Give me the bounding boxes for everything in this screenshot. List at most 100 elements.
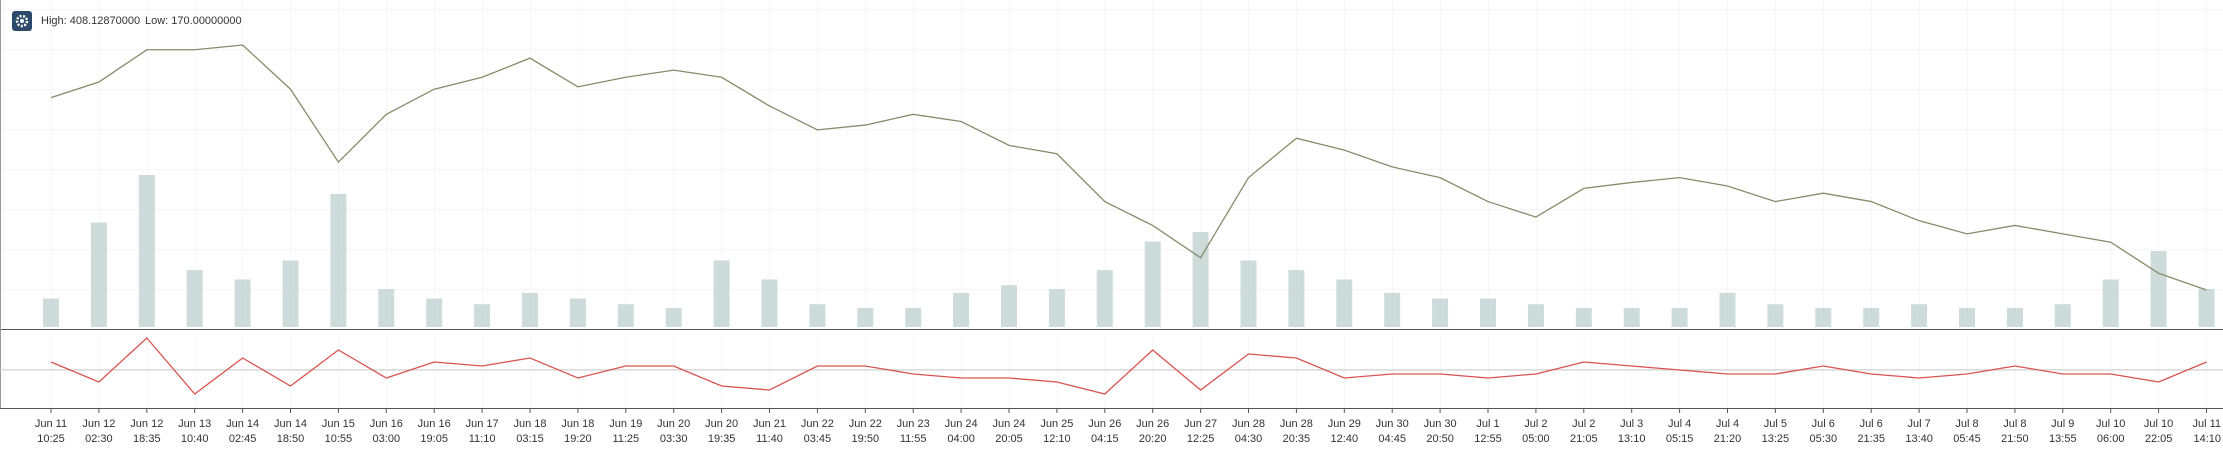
- x-tick-time: 03:00: [373, 433, 401, 445]
- x-tick-time: 04:00: [947, 433, 975, 445]
- volume-bar: [522, 292, 538, 327]
- volume-bar: [1575, 308, 1592, 327]
- x-tick-time: 10:40: [181, 433, 209, 445]
- x-tick-time: 03:45: [804, 433, 832, 445]
- x-tick-time: 04:15: [1091, 433, 1119, 445]
- x-tick-time: 13:10: [1618, 433, 1646, 445]
- high-text: High: 408.12870000: [41, 15, 140, 27]
- x-tick-time: 19:20: [564, 433, 592, 445]
- x-tick-time: 04:30: [1235, 433, 1263, 445]
- x-tick-time: 11:55: [900, 433, 927, 445]
- volume-bar: [1096, 270, 1113, 327]
- x-tick-time: 02:45: [229, 433, 257, 445]
- x-tick-time: 21:20: [1714, 433, 1742, 445]
- x-tick-time: 02:30: [85, 433, 113, 445]
- x-tick-date: Jun 29: [1328, 418, 1361, 430]
- volume-bar: [761, 279, 778, 327]
- x-tick-date: Jun 21: [753, 418, 786, 430]
- x-tick-time: 21:05: [1570, 433, 1598, 445]
- x-tick-date: Jun 24: [992, 418, 1025, 430]
- volume-bar: [1815, 308, 1832, 327]
- x-tick-date: Jul 6: [1812, 418, 1835, 430]
- volume-bar: [330, 194, 347, 327]
- volume-bar: [426, 298, 443, 327]
- x-tick-time: 22:05: [2145, 433, 2173, 445]
- x-tick-date: Jul 8: [2003, 418, 2026, 430]
- x-tick-date: Jun 14: [226, 418, 259, 430]
- volume-bar: [1192, 232, 1209, 327]
- x-tick-date: Jul 7: [1907, 418, 1930, 430]
- volume-bar: [1384, 292, 1401, 327]
- volume-bar: [857, 308, 874, 327]
- x-tick-date: Jun 16: [370, 418, 403, 430]
- volume-bar: [569, 298, 586, 327]
- volume-bar: [1432, 298, 1449, 327]
- volume-bar: [1767, 304, 1784, 327]
- x-tick-time: 19:50: [852, 433, 880, 445]
- x-tick-time: 13:25: [1762, 433, 1790, 445]
- x-tick-time: 20:50: [1426, 433, 1454, 445]
- volume-bar: [1048, 289, 1065, 327]
- x-tick-date: Jul 4: [1668, 418, 1691, 430]
- x-tick-time: 11:25: [612, 433, 639, 445]
- x-tick-time: 12:55: [1474, 433, 1502, 445]
- x-tick-time: 11:10: [469, 433, 496, 445]
- x-tick-date: Jun 25: [1040, 418, 1073, 430]
- x-tick-time: 21:50: [2001, 433, 2029, 445]
- x-tick-time: 12:25: [1187, 433, 1215, 445]
- volume-bar: [1959, 308, 1975, 327]
- x-tick-date: Jul 2: [1572, 418, 1595, 430]
- volume-bar: [1671, 308, 1688, 327]
- x-tick-date: Jul 1: [1476, 418, 1499, 430]
- x-tick-time: 06:00: [2097, 433, 2125, 445]
- x-tick-date: Jun 24: [945, 418, 978, 430]
- volume-bar: [953, 292, 970, 327]
- x-tick-date: Jun 23: [897, 418, 930, 430]
- x-tick-date: Jul 3: [1620, 418, 1643, 430]
- settings-button[interactable]: [12, 11, 32, 31]
- volume-bar: [2102, 279, 2119, 327]
- volume-bar: [1240, 260, 1257, 327]
- x-tick-date: Jul 4: [1716, 418, 1739, 430]
- oscillator-line: [50, 337, 2207, 395]
- x-tick-date: Jun 14: [274, 418, 307, 430]
- x-tick-time: 10:55: [325, 433, 353, 445]
- volume-bar: [665, 308, 682, 327]
- x-tick-time: 12:10: [1043, 433, 1071, 445]
- x-tick-date: Jun 12: [82, 418, 115, 430]
- volume-bar: [2006, 308, 2023, 327]
- x-tick-date: Jul 11: [2192, 418, 2221, 430]
- x-tick-date: Jun 11: [35, 418, 67, 430]
- x-tick-date: Jun 30: [1376, 418, 1409, 430]
- x-tick-time: 05:30: [1810, 433, 1838, 445]
- x-tick-time: 03:30: [660, 433, 688, 445]
- volume-bar: [1623, 308, 1640, 327]
- low-text: Low: 170.00000000: [145, 15, 242, 27]
- volume-bar: [2198, 289, 2215, 327]
- volume-bar: [905, 308, 922, 327]
- x-tick-date: Jun 28: [1232, 418, 1265, 430]
- volume-bar: [282, 260, 299, 327]
- volume-bar: [2150, 251, 2167, 327]
- x-tick-time: 11:40: [756, 433, 783, 445]
- x-tick-date: Jun 26: [1088, 418, 1121, 430]
- volume-bar: [1480, 298, 1496, 327]
- x-tick-time: 10:25: [37, 433, 65, 445]
- x-tick-date: Jun 17: [466, 418, 499, 430]
- x-tick-time: 05:45: [1953, 433, 1981, 445]
- x-tick-date: Jun 30: [1424, 418, 1457, 430]
- x-tick-time: 13:55: [2049, 433, 2077, 445]
- x-tick-time: 14:10: [2193, 433, 2221, 445]
- x-tick-date: Jun 28: [1280, 418, 1313, 430]
- volume-bar: [43, 298, 59, 327]
- volume-bar: [234, 279, 251, 327]
- volume-bar: [617, 304, 634, 327]
- x-tick-date: Jun 20: [705, 418, 738, 430]
- x-tick-time: 20:20: [1139, 433, 1167, 445]
- x-tick-time: 12:40: [1331, 433, 1359, 445]
- x-tick-date: Jun 18: [513, 418, 546, 430]
- x-tick-date: Jul 5: [1764, 418, 1787, 430]
- volume-bar: [186, 270, 203, 327]
- volume-bar: [809, 304, 826, 327]
